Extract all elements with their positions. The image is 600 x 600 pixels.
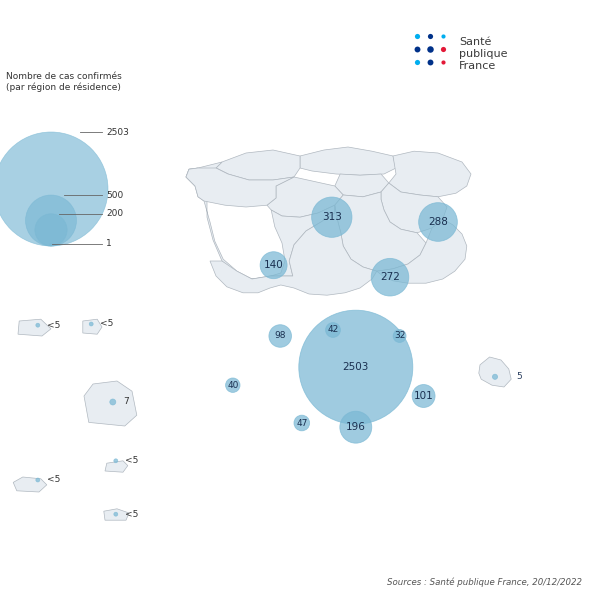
Circle shape <box>371 259 409 296</box>
Point <box>425 31 435 41</box>
Polygon shape <box>186 168 294 207</box>
Point <box>412 44 422 54</box>
Text: <5: <5 <box>125 510 139 518</box>
Text: 5: 5 <box>516 372 522 382</box>
Text: 140: 140 <box>264 260 283 270</box>
Polygon shape <box>216 150 300 180</box>
Text: <5: <5 <box>125 456 139 466</box>
Text: 40: 40 <box>227 381 238 390</box>
Text: 2503: 2503 <box>106 128 129 137</box>
Polygon shape <box>335 192 426 271</box>
Text: Santé
publique
France: Santé publique France <box>459 37 508 71</box>
Text: 7: 7 <box>123 397 129 407</box>
Polygon shape <box>267 177 343 217</box>
Circle shape <box>89 322 93 326</box>
Circle shape <box>260 252 287 278</box>
Circle shape <box>299 310 413 424</box>
Circle shape <box>311 197 352 238</box>
Circle shape <box>36 478 40 482</box>
Point <box>412 31 422 41</box>
Circle shape <box>493 374 497 379</box>
Point <box>439 58 448 67</box>
Text: 42: 42 <box>328 325 338 335</box>
Polygon shape <box>381 183 447 233</box>
Circle shape <box>269 325 292 347</box>
Polygon shape <box>84 381 137 426</box>
Circle shape <box>35 214 67 246</box>
Text: Nombre de cas confirmés
(par région de résidence): Nombre de cas confirmés (par région de r… <box>6 72 122 92</box>
Polygon shape <box>479 357 511 387</box>
Circle shape <box>294 415 310 431</box>
Polygon shape <box>186 162 228 189</box>
Polygon shape <box>18 319 51 336</box>
Circle shape <box>26 195 76 246</box>
Polygon shape <box>13 477 47 492</box>
Text: 47: 47 <box>296 419 307 427</box>
Polygon shape <box>377 219 467 283</box>
Circle shape <box>114 459 118 463</box>
Point <box>412 58 422 67</box>
Polygon shape <box>300 147 396 175</box>
Circle shape <box>393 329 406 343</box>
Polygon shape <box>83 319 102 334</box>
Circle shape <box>326 323 340 337</box>
Text: 196: 196 <box>346 422 366 432</box>
Polygon shape <box>105 461 128 472</box>
Text: 32: 32 <box>394 331 405 340</box>
Text: 98: 98 <box>274 331 286 340</box>
Point <box>439 44 448 54</box>
Text: 288: 288 <box>428 217 448 227</box>
Point <box>425 44 435 54</box>
Polygon shape <box>104 509 129 520</box>
Circle shape <box>110 399 116 405</box>
Polygon shape <box>335 174 389 197</box>
Text: 500: 500 <box>106 191 124 200</box>
Text: 272: 272 <box>380 272 400 282</box>
Circle shape <box>412 385 435 407</box>
Text: 2503: 2503 <box>343 362 369 372</box>
Circle shape <box>419 203 457 241</box>
Text: <5: <5 <box>100 319 114 329</box>
Circle shape <box>50 244 52 246</box>
Text: 101: 101 <box>414 391 433 401</box>
Circle shape <box>36 323 40 327</box>
Text: 313: 313 <box>322 212 342 222</box>
Text: 1: 1 <box>106 239 112 248</box>
Polygon shape <box>389 151 471 197</box>
Circle shape <box>340 411 372 443</box>
Text: <5: <5 <box>47 320 61 329</box>
Point <box>439 31 448 41</box>
Text: <5: <5 <box>47 475 61 485</box>
Point <box>425 58 435 67</box>
Circle shape <box>0 132 108 246</box>
Circle shape <box>114 512 118 516</box>
Text: Sources : Santé publique France, 20/12/2022: Sources : Santé publique France, 20/12/2… <box>387 577 582 587</box>
Polygon shape <box>210 205 377 295</box>
Text: 200: 200 <box>106 209 124 218</box>
Circle shape <box>226 378 240 392</box>
Polygon shape <box>186 168 335 279</box>
